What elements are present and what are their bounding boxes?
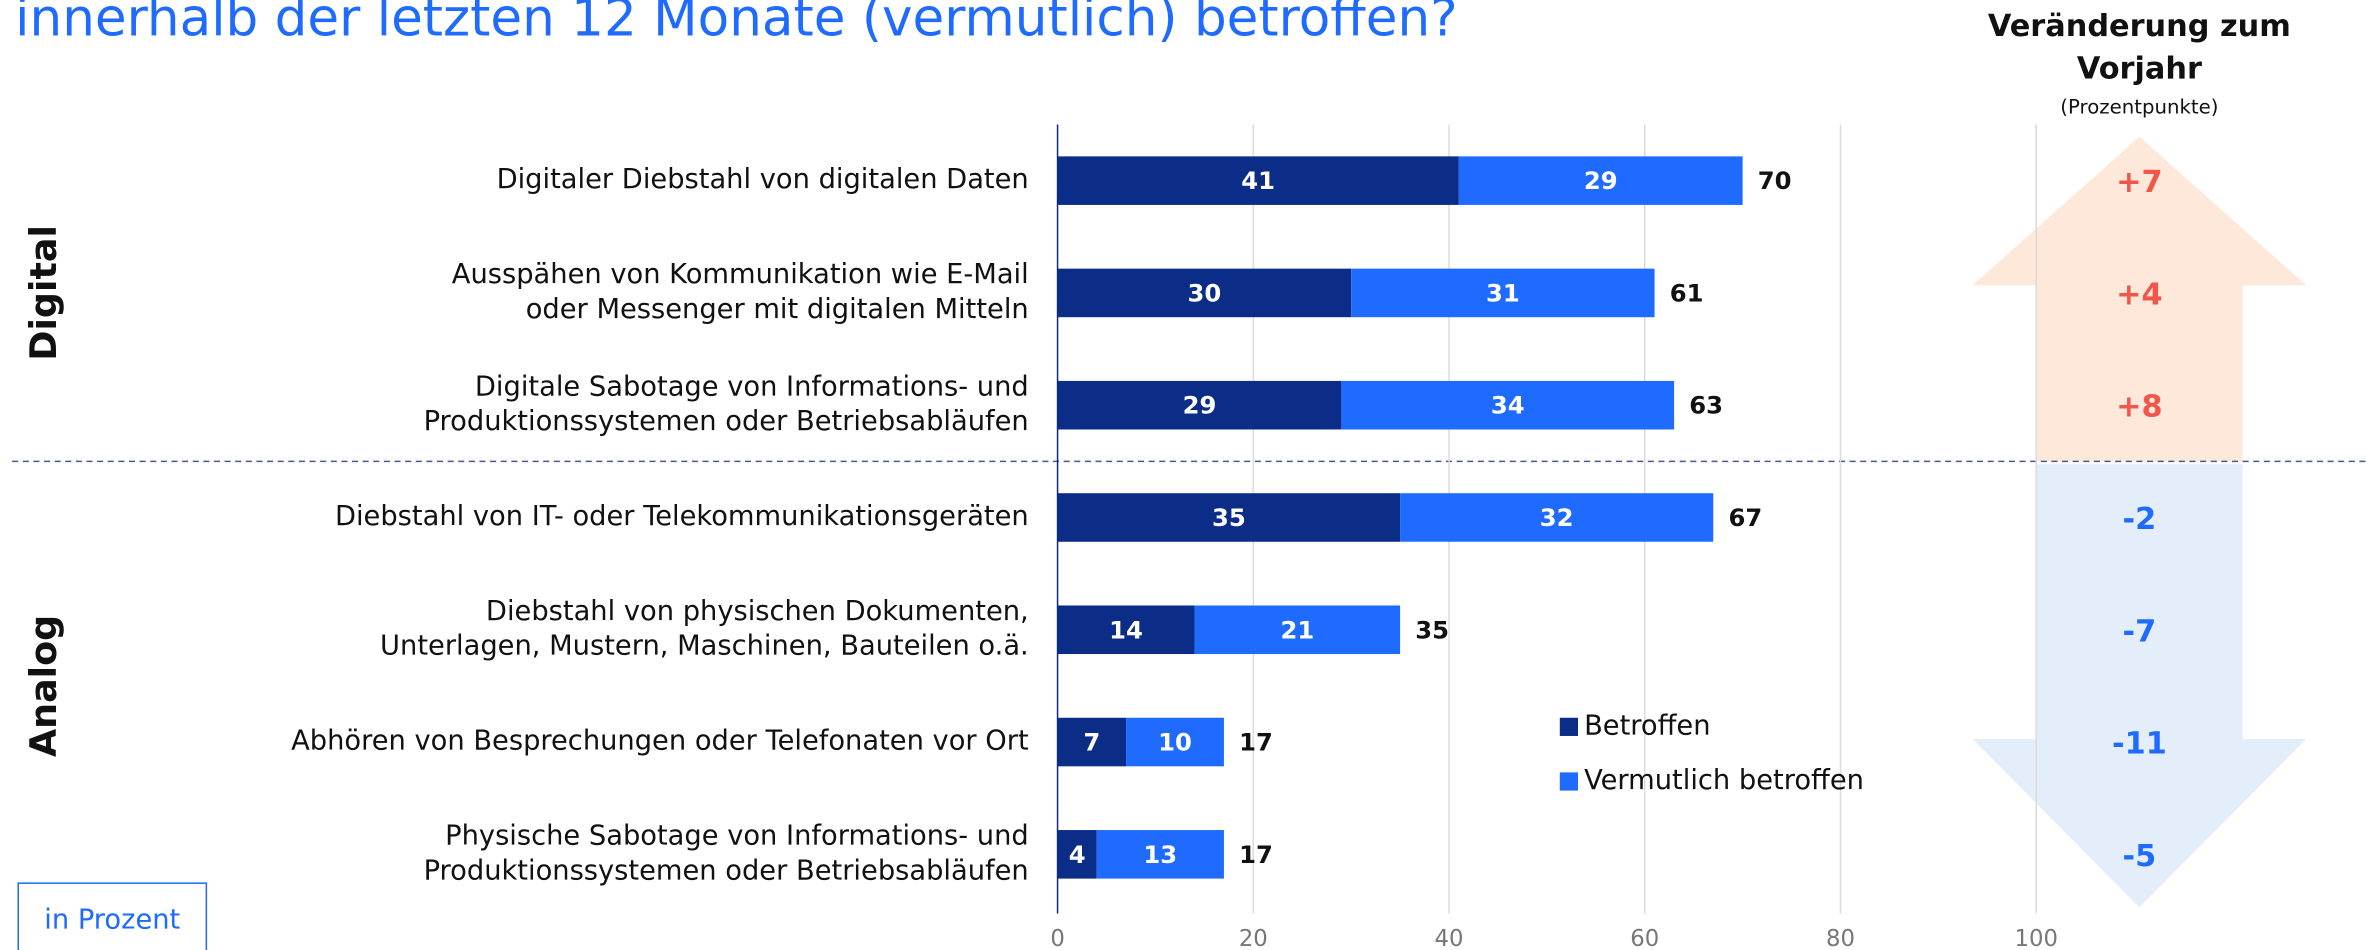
total-label: 35 [1415, 615, 1449, 644]
bar-value-label: 35 [1212, 503, 1246, 532]
total-label: 17 [1239, 840, 1273, 869]
bar-value-label: 13 [1143, 840, 1177, 869]
category-label: Digitale Sabotage von Informations- und [475, 371, 1029, 402]
bar-segment [1126, 717, 1224, 767]
category-label: Ausspähen von Kommunikation wie E-Mail [452, 259, 1029, 290]
down-arrow [1972, 464, 2307, 908]
change-title: Veränderung zum [1988, 9, 2291, 44]
total-label: 61 [1670, 278, 1704, 307]
legend-swatch [1559, 717, 1578, 736]
bar-value-label: 29 [1584, 166, 1618, 195]
x-tick-label: 40 [1435, 926, 1464, 950]
category-label: Produktionssystemen oder Betriebsabläufe… [424, 855, 1029, 886]
total-label: 70 [1758, 166, 1792, 195]
chart-title: innerhalb der letzten 12 Monate (vermutl… [15, 0, 1457, 48]
category-label: Diebstahl von physischen Dokumenten, [486, 596, 1029, 627]
change-label: +7 [2116, 165, 2163, 200]
bar-segment [1458, 156, 1743, 205]
bar-segment [1057, 268, 1352, 318]
bar-segment [1057, 493, 1401, 542]
x-tick-label: 60 [1630, 926, 1659, 950]
legend-swatch [1559, 772, 1578, 791]
bar-segment [1351, 268, 1655, 318]
bar-value-label: 32 [1540, 503, 1574, 532]
change-label: +8 [2116, 390, 2163, 425]
bar-value-label: 14 [1109, 615, 1143, 644]
bar-value-label: 30 [1187, 278, 1221, 307]
category-label: Abhören von Besprechungen oder Telefonat… [291, 726, 1029, 757]
bar-value-label: 34 [1491, 391, 1525, 420]
x-tick-label: 80 [1826, 926, 1855, 950]
bar-value-label: 21 [1280, 615, 1314, 644]
group-label: Digital [22, 225, 65, 361]
legend-label: Vermutlich betroffen [1584, 765, 1864, 796]
category-label: Physische Sabotage von Informations- und [445, 820, 1029, 851]
change-label: -7 [2123, 614, 2157, 649]
bar-segment [1341, 380, 1675, 430]
total-label: 67 [1728, 503, 1762, 532]
up-arrow [1972, 136, 2307, 462]
change-label: -11 [2112, 727, 2167, 762]
change-label: -2 [2123, 502, 2157, 537]
category-label: oder Messenger mit digitalen Mitteln [526, 294, 1029, 325]
bar-segment [1057, 156, 1459, 205]
bar-value-label: 31 [1486, 278, 1520, 307]
bar-value-label: 29 [1183, 391, 1217, 420]
x-tick-label: 20 [1239, 926, 1268, 950]
change-title: Vorjahr [2077, 51, 2202, 86]
category-label: Produktionssystemen oder Betriebsabläufe… [424, 406, 1029, 437]
category-label: Unterlagen, Mustern, Maschinen, Bauteile… [380, 631, 1029, 662]
change-subtitle: (Prozentpunkte) [2060, 95, 2218, 118]
bar-value-label: 41 [1241, 166, 1275, 195]
bar-segment [1096, 830, 1224, 879]
note-box [17, 882, 208, 950]
change-label: +4 [2116, 277, 2163, 312]
bar-segment [1400, 493, 1714, 542]
total-label: 63 [1689, 391, 1723, 420]
bar-value-label: 7 [1083, 728, 1100, 757]
total-label: 17 [1239, 728, 1273, 757]
bar-segment [1057, 380, 1342, 430]
group-label: Analog [22, 615, 65, 757]
x-tick-label: 100 [2015, 926, 2058, 950]
bar-segment [1057, 717, 1127, 767]
bar-segment [1057, 605, 1195, 655]
bar-value-label: 4 [1069, 840, 1086, 869]
legend-label: Betroffen [1584, 710, 1710, 741]
bar-value-label: 10 [1158, 728, 1192, 757]
category-label: Diebstahl von IT- oder Telekommunikation… [335, 501, 1029, 532]
note: in Prozent [44, 905, 180, 936]
bar-segment [1194, 605, 1401, 655]
category-label: Digitaler Diebstahl von digitalen Daten [497, 164, 1029, 195]
change-label: -5 [2123, 839, 2157, 874]
x-tick-label: 0 [1050, 926, 1064, 950]
bar-segment [1057, 830, 1097, 879]
